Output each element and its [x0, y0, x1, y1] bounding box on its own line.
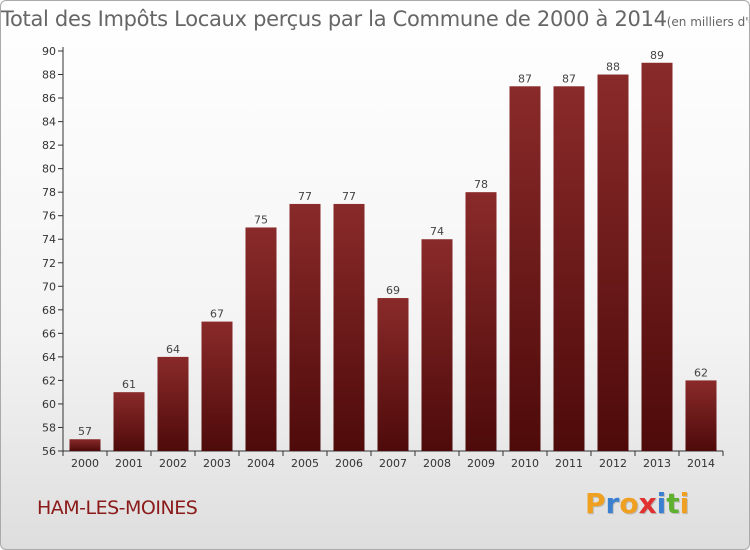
y-tick-label: 62	[42, 374, 56, 387]
bar-value-label: 75	[254, 213, 268, 226]
y-tick-label: 72	[42, 257, 56, 270]
chart-unit: (en milliers d'€)	[666, 15, 749, 29]
x-tick-label: 2007	[379, 457, 407, 470]
y-tick-label: 86	[42, 92, 56, 105]
bar	[597, 74, 629, 451]
y-tick-label: 88	[42, 69, 56, 82]
x-tick-label: 2013	[643, 457, 671, 470]
bar-value-label: 57	[78, 425, 92, 438]
commune-name: HAM-LES-MOINES	[37, 497, 198, 519]
y-tick-label: 70	[42, 280, 56, 293]
x-tick-label: 2000	[71, 457, 99, 470]
x-tick-label: 2014	[687, 457, 715, 470]
x-tick-label: 2001	[115, 457, 143, 470]
x-tick-label: 2010	[511, 457, 539, 470]
bar-value-label: 88	[606, 61, 620, 74]
bar	[641, 62, 673, 451]
bar-value-label: 89	[650, 49, 664, 62]
x-tick-label: 2005	[291, 457, 319, 470]
logo-letter: o	[619, 487, 639, 520]
y-tick-label: 68	[42, 304, 56, 317]
y-axis: 56 58 60 62 64 66 68 70 72 74 76 78 80 82 84 86 88 90	[42, 45, 64, 458]
logo-letter: t	[666, 487, 680, 520]
bar-value-label: 77	[342, 190, 356, 203]
y-tick-label: 56	[42, 445, 56, 458]
bar	[333, 203, 365, 451]
bar-value-label: 78	[474, 178, 488, 191]
logo-letter: P	[585, 487, 606, 520]
x-tick-label: 2008	[423, 457, 451, 470]
bar	[69, 439, 101, 451]
bar	[113, 392, 145, 451]
x-tick-label: 2003	[203, 457, 231, 470]
y-tick-label: 90	[42, 45, 56, 58]
y-tick-label: 64	[42, 351, 56, 364]
bar	[421, 239, 453, 451]
bar-value-label: 87	[562, 72, 576, 85]
title-row: Total des Impôts Locaux perçus par la Co…	[1, 7, 749, 31]
bar-value-label: 74	[430, 225, 444, 238]
bar	[465, 192, 497, 452]
y-tick-label: 84	[42, 116, 56, 129]
x-tick-label: 2006	[335, 457, 363, 470]
bar	[245, 227, 277, 451]
chart-title: Total des Impôts Locaux perçus par la Co…	[1, 7, 667, 31]
x-axis: 2000 2001 2002 2003 2004 2005 2006 2007 2008 2009…	[62, 450, 724, 470]
x-tick-label: 2012	[599, 457, 627, 470]
bar	[553, 86, 585, 451]
bar-value-label: 87	[518, 72, 532, 85]
bar-value-label: 64	[166, 343, 180, 356]
proxiti-logo: Proxiti	[585, 487, 689, 520]
bar-value-label: 69	[386, 284, 400, 297]
y-tick-label: 78	[42, 186, 56, 199]
y-tick-label: 82	[42, 139, 56, 152]
y-tick-label: 58	[42, 421, 56, 434]
y-tick-label: 76	[42, 210, 56, 223]
y-tick-label: 74	[42, 233, 56, 246]
bar-value-label: 62	[694, 366, 708, 379]
logo-letter: x	[638, 487, 657, 520]
bar	[289, 203, 321, 451]
y-tick-label: 80	[42, 163, 56, 176]
y-tick-label: 66	[42, 327, 56, 340]
y-tick-label: 60	[42, 398, 56, 411]
bar	[685, 380, 717, 451]
x-tick-label: 2004	[247, 457, 275, 470]
x-tick-label: 2002	[159, 457, 187, 470]
bar	[157, 356, 189, 451]
bar-value-label: 67	[210, 308, 224, 321]
bar	[201, 321, 233, 451]
logo-letter: i	[679, 487, 690, 520]
x-tick-label: 2009	[467, 457, 495, 470]
bars	[69, 62, 717, 452]
x-tick-label: 2011	[555, 457, 583, 470]
logo-letter: i	[656, 487, 667, 520]
bar-value-label: 77	[298, 190, 312, 203]
bar-value-label: 61	[122, 378, 136, 391]
bar	[509, 86, 541, 451]
data-labels: 57 61 64 67 75 77 77 69 74 78 87 87 88 89 62	[78, 49, 708, 438]
bar	[377, 298, 409, 451]
logo-letter: r	[605, 487, 620, 520]
